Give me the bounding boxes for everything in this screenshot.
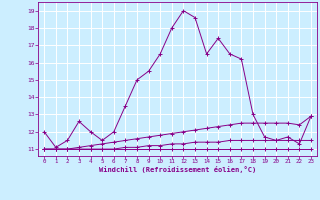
X-axis label: Windchill (Refroidissement éolien,°C): Windchill (Refroidissement éolien,°C) xyxy=(99,166,256,173)
